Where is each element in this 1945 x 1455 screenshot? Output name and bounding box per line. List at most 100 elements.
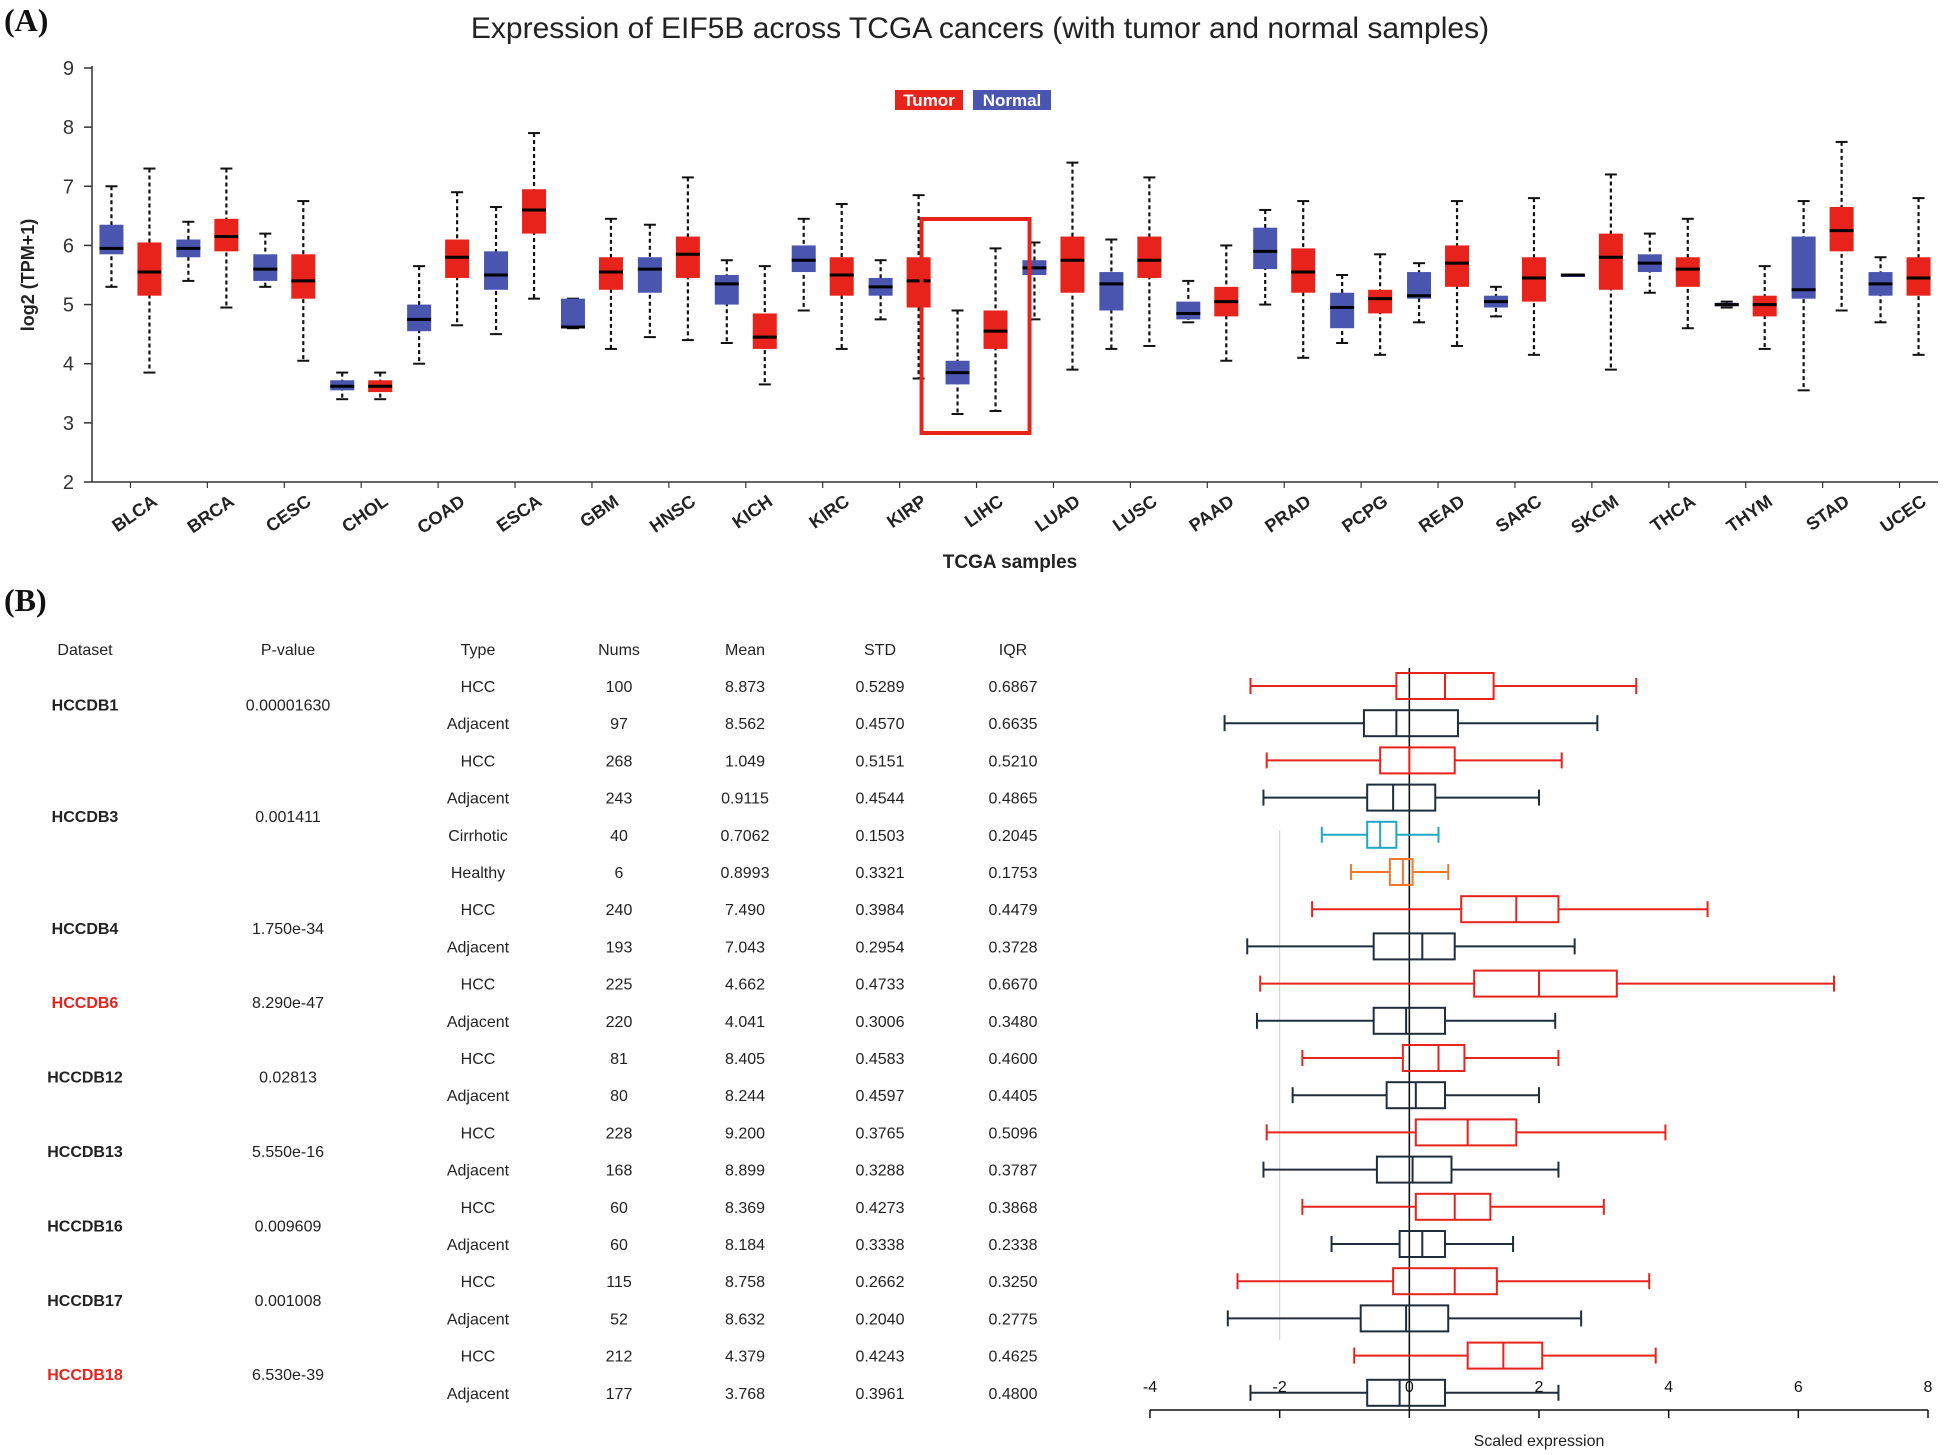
table-cell-iqr: 0.4405 <box>989 1088 1038 1105</box>
legend-swatch-normal <box>973 90 1051 110</box>
table-cell-mean: 8.244 <box>725 1088 765 1105</box>
scaled-x-tick-label: 2 <box>1535 1379 1544 1396</box>
table-cell-nums: 177 <box>606 1386 633 1403</box>
table-cell-iqr: 0.3250 <box>989 1274 1038 1291</box>
table-cell-iqr: 0.2338 <box>989 1237 1038 1254</box>
dataset-name: HCCDB3 <box>52 809 119 826</box>
table-cell-type: Healthy <box>451 865 505 882</box>
table-cell-iqr: 0.4800 <box>989 1386 1038 1403</box>
table-header: Mean <box>725 642 765 659</box>
box-skcm-tumor <box>1598 233 1623 290</box>
table-cell-nums: 60 <box>610 1200 628 1217</box>
scaled-x-tick-label: 6 <box>1794 1379 1803 1396</box>
table-cell-nums: 168 <box>606 1163 633 1180</box>
table-cell-mean: 8.632 <box>725 1311 765 1328</box>
table-cell-type: HCC <box>461 1349 496 1366</box>
table-cell-std: 0.2954 <box>856 939 905 956</box>
box-luad-tumor <box>1060 236 1085 293</box>
x-axis-label: TCGA samples <box>943 552 1077 573</box>
table-cell-nums: 80 <box>610 1088 628 1105</box>
table-cell-type: Adjacent <box>447 1088 510 1105</box>
table-cell-type: Adjacent <box>447 716 510 733</box>
table-cell-std: 0.3765 <box>856 1125 905 1142</box>
table-header: P-value <box>261 642 315 659</box>
scaled-x-axis-label: Scaled expression <box>1474 1433 1605 1450</box>
dataset-name: HCCDB13 <box>47 1144 123 1161</box>
table-cell-mean: 4.379 <box>725 1349 765 1366</box>
table-cell-std: 0.3321 <box>856 865 905 882</box>
scaled-box-hcc <box>1401 1044 1466 1072</box>
table-cell-type: Adjacent <box>447 791 510 808</box>
y-tick-label: 5 <box>63 295 74 317</box>
scaled-box-hcc <box>1473 969 1618 998</box>
table-cell-std: 0.5151 <box>856 753 905 770</box>
dataset-name: HCCDB12 <box>47 1070 123 1087</box>
scaled-box-adjacent <box>1366 1378 1446 1407</box>
table-cell-std: 0.1503 <box>856 828 905 845</box>
table-cell-std: 0.3984 <box>856 902 905 919</box>
dataset-name: HCCDB16 <box>47 1218 123 1235</box>
dataset-pvalue: 6.530e-39 <box>252 1367 324 1384</box>
table-cell-nums: 212 <box>606 1349 633 1366</box>
table-cell-iqr: 0.6635 <box>989 716 1038 733</box>
table-cell-std: 0.3006 <box>856 1014 905 1031</box>
table-cell-type: Adjacent <box>447 1163 510 1180</box>
table-cell-iqr: 0.4625 <box>989 1349 1038 1366</box>
table-cell-type: Adjacent <box>447 1014 510 1031</box>
table-cell-std: 0.2662 <box>856 1274 905 1291</box>
table-cell-type: HCC <box>461 1200 496 1217</box>
lihc-highlight-box <box>919 217 1032 435</box>
dataset-pvalue: 0.02813 <box>259 1070 317 1087</box>
dataset-pvalue: 1.750e-34 <box>252 921 324 938</box>
box-hnsc-tumor <box>675 236 700 278</box>
table-cell-mean: 8.873 <box>725 679 765 696</box>
scaled-box-adjacent <box>1366 783 1437 812</box>
table-cell-std: 0.5289 <box>856 679 905 696</box>
table-cell-iqr: 0.2045 <box>989 828 1038 845</box>
box-pcpg-normal <box>1330 292 1355 329</box>
table-cell-type: HCC <box>461 1125 496 1142</box>
scaled-box-cirrhotic <box>1366 820 1398 849</box>
table-cell-iqr: 0.2775 <box>989 1311 1038 1328</box>
tcga-boxplot-chart: Expression of EIF5B across TCGA cancers … <box>18 12 1938 573</box>
scaled-x-tick-label: 0 <box>1405 1379 1414 1396</box>
table-cell-iqr: 0.5210 <box>989 753 1038 770</box>
box-kich-tumor <box>752 313 777 349</box>
table-header: IQR <box>999 642 1027 659</box>
table-cell-iqr: 0.3787 <box>989 1163 1038 1180</box>
table-cell-type: HCC <box>461 977 496 994</box>
box-thca-tumor <box>1675 257 1700 287</box>
table-cell-iqr: 0.3868 <box>989 1200 1038 1217</box>
table-cell-std: 0.4597 <box>856 1088 905 1105</box>
box-kich-normal <box>714 275 739 305</box>
table-cell-mean: 8.184 <box>725 1237 765 1254</box>
table-cell-type: HCC <box>461 679 496 696</box>
table-cell-std: 0.4273 <box>856 1200 905 1217</box>
box-lusc-normal <box>1099 272 1124 311</box>
table-cell-type: HCC <box>461 1051 496 1068</box>
scaled-box-adjacent <box>1372 932 1456 961</box>
dataset-name: HCCDB6 <box>52 995 119 1012</box>
table-cell-nums: 81 <box>610 1051 628 1068</box>
table-cell-type: Adjacent <box>447 1386 510 1403</box>
dataset-pvalue: 8.290e-47 <box>252 995 324 1012</box>
table-cell-std: 0.3338 <box>856 1237 905 1254</box>
table-cell-nums: 228 <box>606 1125 633 1142</box>
y-tick-label: 3 <box>63 413 74 435</box>
table-cell-std: 0.2040 <box>856 1311 905 1328</box>
table-cell-nums: 243 <box>606 791 633 808</box>
scaled-box-adjacent <box>1375 1155 1453 1184</box>
table-cell-std: 0.4570 <box>856 716 905 733</box>
box-cesc-tumor <box>291 254 316 299</box>
table-cell-iqr: 0.3480 <box>989 1014 1038 1031</box>
table-header: Dataset <box>57 642 113 659</box>
box-read-tumor <box>1445 245 1470 287</box>
table-header: Type <box>461 642 496 659</box>
dataset-name: HCCDB1 <box>52 698 119 715</box>
table-cell-mean: 8.405 <box>725 1051 765 1068</box>
box-hnsc-normal <box>637 257 662 293</box>
table-cell-mean: 8.899 <box>725 1163 765 1180</box>
dataset-pvalue: 0.001411 <box>255 809 321 826</box>
table-cell-nums: 115 <box>606 1274 632 1291</box>
table-cell-mean: 8.758 <box>725 1274 765 1291</box>
